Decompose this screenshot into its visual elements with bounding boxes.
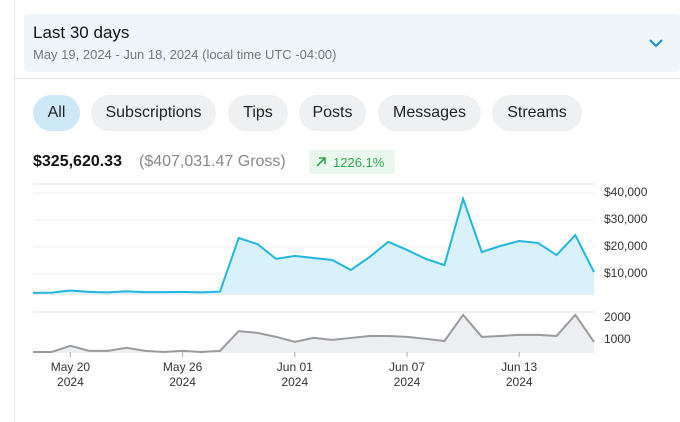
line xyxy=(32,195,595,294)
area xyxy=(33,198,594,294)
tab[interactable]: Posts xyxy=(299,95,366,131)
x-tick-label: 2024 xyxy=(169,375,196,389)
y-tick-label: 2000 xyxy=(604,310,631,324)
x-tick-label: 2024 xyxy=(394,375,421,389)
y-tick-label: $40,000 xyxy=(604,185,648,199)
chevron[interactable] xyxy=(648,37,664,49)
tab[interactable]: All xyxy=(33,95,80,131)
y-tick-label: $10,000 xyxy=(604,266,648,280)
change: 1226.1% xyxy=(333,155,385,170)
subtitle: May 19, 2024 - Jun 18, 2024 (local time … xyxy=(33,47,337,62)
x-tick-label: Jun 01 xyxy=(277,360,313,374)
border xyxy=(14,0,15,422)
x-tick-label: 2024 xyxy=(57,375,84,389)
tab[interactable]: Subscriptions xyxy=(91,95,216,131)
title: Last 30 days xyxy=(33,23,130,42)
line xyxy=(33,313,595,354)
tab[interactable]: Streams xyxy=(492,95,582,131)
x-tick-label: Jun 07 xyxy=(389,360,425,374)
area xyxy=(33,314,594,352)
y-tick-label: $30,000 xyxy=(604,212,648,226)
x-tick-label: May 20 xyxy=(51,360,91,374)
x-tick-label: May 26 xyxy=(163,360,203,374)
x-tick-label: 2024 xyxy=(281,375,308,389)
tab[interactable]: Messages xyxy=(378,95,481,131)
x-tick-label: Jun 13 xyxy=(501,360,537,374)
y-tick-label: $20,000 xyxy=(604,239,648,253)
up-arrow xyxy=(316,157,326,167)
divider xyxy=(14,78,680,79)
tab[interactable]: Tips xyxy=(228,95,288,131)
gross: ($407,031.47 Gross) xyxy=(139,153,286,170)
y-tick-label: 1000 xyxy=(604,332,631,346)
net: $325,620.33 xyxy=(33,153,122,170)
date-card[interactable] xyxy=(24,14,680,72)
x-tick-label: 2024 xyxy=(506,375,533,389)
change-badge: 1226.1% xyxy=(309,150,395,174)
